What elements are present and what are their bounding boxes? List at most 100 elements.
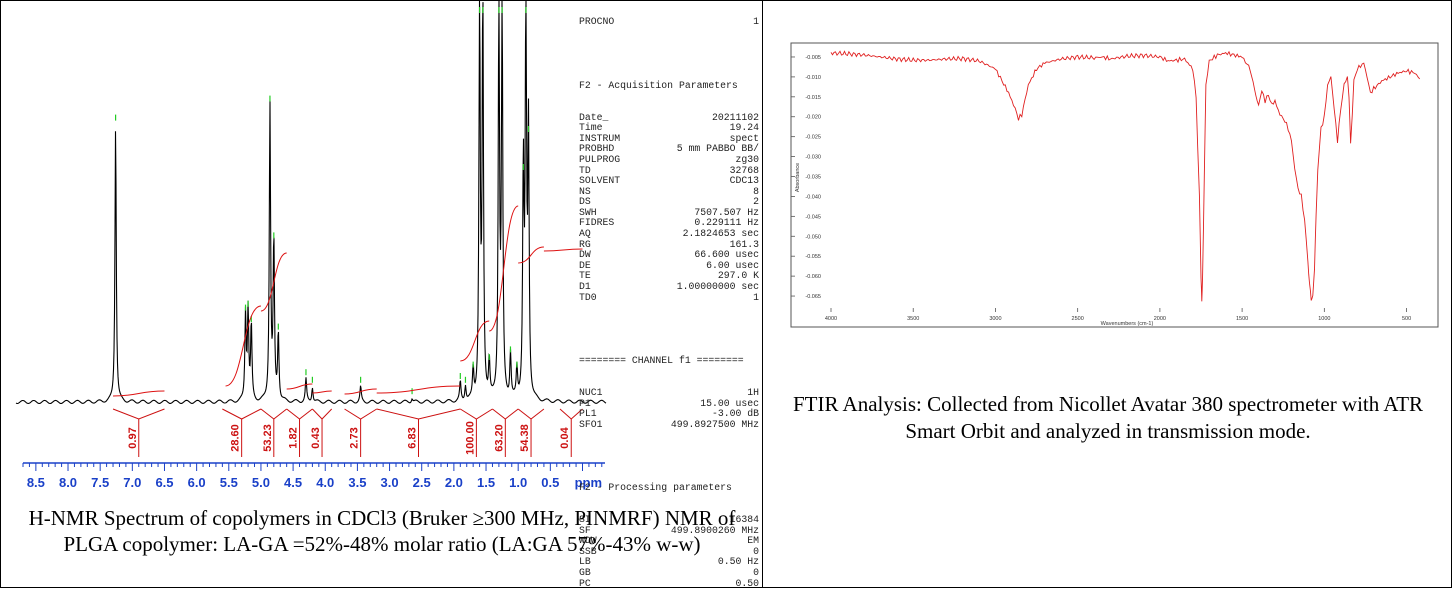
- param-row: WDW EM: [579, 536, 759, 547]
- integral-bracket: [492, 408, 519, 420]
- ftir-spectrum-plot: -0.005 -0.010 -0.015 -0.020 -0.025 -0.030 -0.0…: [790, 42, 1439, 328]
- param-value: 0.229111 Hz: [694, 217, 759, 229]
- param-value: EM: [747, 535, 759, 547]
- ftir-y-tick-label: -0.030: [805, 155, 821, 161]
- param-key: NS: [579, 185, 591, 197]
- param-row: TE 297.0 K: [579, 271, 759, 282]
- integral-bracket: [286, 408, 313, 420]
- param-row: DS 2: [579, 197, 759, 208]
- param-key: NUC1: [579, 386, 603, 398]
- param-row: GB 0: [579, 567, 759, 579]
- ftir-y-tick-label: -0.015: [805, 95, 821, 101]
- ftir-y-tick-label: -0.010: [805, 75, 821, 81]
- integral-label: 6.83: [407, 427, 419, 448]
- nmr-spectrum-line: [15, 1, 607, 405]
- param-value: 0.50: [735, 577, 759, 589]
- param-value: 6.00 usec: [706, 259, 759, 271]
- integral-label: 54.38: [519, 424, 531, 452]
- nmr-x-tick-label: 2.0: [445, 475, 463, 490]
- integral-bracket: [112, 408, 165, 420]
- ftir-y-tick-label: -0.065: [805, 294, 821, 300]
- integral-label: 0.04: [559, 426, 571, 448]
- param-row: RG 161.3: [579, 238, 759, 251]
- param-value: 161.3: [729, 238, 759, 250]
- ftir-x-tick-label: 3000: [989, 316, 1001, 322]
- ftir-x-tick-label: 2000: [1154, 316, 1166, 322]
- ftir-y-tick-label: -0.005: [805, 55, 821, 61]
- ftir-x-tick-label: 1000: [1318, 316, 1330, 322]
- param-key: PL1: [579, 408, 597, 420]
- param-row: INSTRUM spect: [579, 132, 759, 145]
- param-key: SI: [579, 514, 591, 526]
- param-value: 5 mm PABBO BB/: [676, 143, 759, 155]
- nmr-x-tick-label: 0.5: [541, 475, 559, 490]
- ftir-y-tick-label: -0.040: [805, 194, 821, 200]
- param-key: INSTRUM: [579, 132, 621, 144]
- nmr-x-tick-label: 4.5: [284, 475, 302, 490]
- integral-bracket: [517, 408, 545, 420]
- param-row: PULPROG zg30: [579, 154, 759, 166]
- param-key: DE: [579, 259, 591, 271]
- integral-bracket: [460, 408, 493, 420]
- param-key: WDW: [579, 535, 597, 547]
- nmr-spectrum-plot: 0.97 28.60 53.23 1.82 0.43 2.73 6.83 100.00 63.2…: [15, 1, 607, 490]
- acquisition-header: F2 - Acquisition Parameters: [579, 79, 738, 91]
- param-value: 2: [753, 196, 759, 208]
- param-key: DW: [579, 249, 591, 261]
- param-row: SSB 0: [579, 546, 759, 558]
- param-row: SWH 7507.507 Hz: [579, 207, 759, 219]
- param-value: 20211102: [711, 111, 759, 123]
- param-value: 1: [753, 291, 759, 303]
- param-row: SF 499.8900260 MHz: [579, 524, 759, 537]
- nmr-x-tick-label: ppm: [575, 475, 602, 490]
- processing-header: F2 - Processing parameters: [579, 482, 732, 494]
- param-value: -3.00 dB: [711, 408, 759, 420]
- ftir-y-tick-label: -0.050: [805, 234, 821, 240]
- integral-label: 0.97: [127, 427, 139, 448]
- nmr-integral-curve: [344, 388, 377, 395]
- nmr-integral-curve: [225, 305, 262, 387]
- integral-label: 100.00: [464, 421, 476, 455]
- nmr-x-tick-label: 6.5: [155, 475, 173, 490]
- nmr-x-tick-label: 7.5: [91, 475, 109, 490]
- param-key: TD: [579, 164, 591, 176]
- nmr-x-tick-label: 4.0: [316, 475, 334, 490]
- ftir-x-tick-label: 500: [1402, 316, 1411, 322]
- nmr-integral-curve: [489, 205, 519, 332]
- nmr-integral-curve: [312, 390, 332, 394]
- integral-label: 0.43: [310, 427, 322, 448]
- ftir-y-tick-label: -0.025: [805, 135, 821, 141]
- ftir-y-tick-label: -0.045: [805, 214, 821, 220]
- param-row: PROBHD 5 mm PABBO BB/: [579, 144, 759, 155]
- param-row: SOLVENT CDC13: [579, 175, 759, 187]
- param-key: P1: [579, 397, 591, 409]
- param-value: 0: [753, 567, 759, 579]
- param-row: FIDRES 0.229111 Hz: [579, 218, 759, 229]
- ftir-spectrum-line: [830, 50, 1421, 302]
- param-value: 1H: [747, 386, 759, 398]
- param-value: 297.0 K: [717, 270, 759, 282]
- param-key: FIDRES: [579, 217, 615, 229]
- param-row: TD 32768: [579, 164, 759, 177]
- integral-label: 53.23: [262, 424, 274, 452]
- nmr-x-tick-label: 1.0: [509, 475, 527, 490]
- param-key: Time: [579, 122, 603, 134]
- param-key: LB: [579, 556, 591, 568]
- ftir-caption: FTIR Analysis: Collected from Nicollet A…: [792, 392, 1424, 443]
- param-value: 15.00 usec: [700, 397, 759, 409]
- nmr-panel: 0.97 28.60 53.23 1.82 0.43 2.73 6.83 100.00 63.2…: [0, 0, 763, 588]
- param-key: SF: [579, 524, 591, 536]
- nmr-x-tick-label: 3.5: [348, 475, 366, 490]
- ftir-x-tick-label: 3500: [907, 316, 919, 322]
- nmr-integral-curve: [460, 320, 490, 362]
- param-row: TD0 1: [579, 291, 759, 304]
- param-value: 2.1824653 sec: [682, 228, 759, 240]
- channel-header: ======== CHANNEL f1 ========: [579, 355, 744, 367]
- ftir-panel: -0.005 -0.010 -0.015 -0.020 -0.025 -0.030 -0.0…: [762, 0, 1452, 588]
- param-row: D1 1.00000000 sec: [579, 281, 759, 293]
- integral-label: 28.60: [230, 424, 242, 452]
- param-key: PROBHD: [579, 143, 615, 155]
- ftir-y-axis-label: Absorbance: [795, 163, 801, 192]
- ftir-plot-frame: [790, 42, 1439, 328]
- param-value: 499.8900260 MHz: [670, 524, 759, 536]
